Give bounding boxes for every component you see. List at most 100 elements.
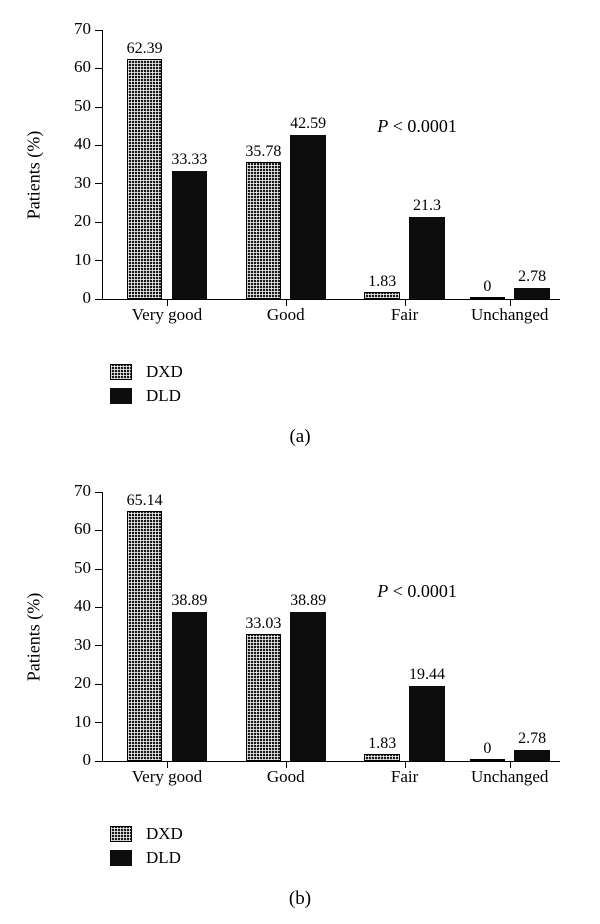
y-tick <box>95 530 103 531</box>
bar-value-label: 1.83 <box>368 273 396 291</box>
subcaption: (b) <box>30 888 570 910</box>
bar-dld: 38.89 <box>290 612 326 761</box>
bar-value-label: 33.03 <box>245 615 281 633</box>
bar-dld: 21.3 <box>409 217 445 299</box>
y-tick <box>95 30 103 31</box>
y-tick <box>95 299 103 300</box>
x-tick-label: Good <box>267 767 305 787</box>
y-tick <box>95 645 103 646</box>
y-tick-label: 30 <box>74 635 91 655</box>
bar-dxd: 0 <box>470 297 506 299</box>
plot-area: 010203040506070Very good65.1438.89Good33… <box>102 492 560 762</box>
bar-value-label: 65.14 <box>127 492 163 510</box>
bar-value-label: 2.78 <box>518 268 546 286</box>
plot-area: 010203040506070Very good62.3933.33Good35… <box>102 30 560 300</box>
y-tick <box>95 222 103 223</box>
y-tick <box>95 761 103 762</box>
legend: DXD DLD <box>110 822 570 870</box>
legend-label: DXD <box>146 824 183 844</box>
y-tick-label: 30 <box>74 173 91 193</box>
y-tick <box>95 107 103 108</box>
y-tick-label: 20 <box>74 211 91 231</box>
y-tick-label: 20 <box>74 673 91 693</box>
bar-dld: 33.33 <box>172 171 208 299</box>
x-tick-label: Very good <box>132 305 202 325</box>
y-tick-label: 40 <box>74 134 91 154</box>
bar-value-label: 21.3 <box>413 197 441 215</box>
y-tick-label: 70 <box>74 481 91 501</box>
y-tick-label: 70 <box>74 19 91 39</box>
legend-item: DLD <box>110 846 570 870</box>
legend-label: DXD <box>146 362 183 382</box>
p-value: 0.0001 <box>407 116 457 136</box>
legend-swatch-dxd <box>110 826 132 842</box>
y-tick <box>95 722 103 723</box>
legend-swatch-dld <box>110 388 132 404</box>
bar-dld: 42.59 <box>290 135 326 299</box>
legend-label: DLD <box>146 848 181 868</box>
bar-dld: 2.78 <box>514 288 550 299</box>
legend: DXDDLD <box>110 360 570 408</box>
y-tick <box>95 183 103 184</box>
bar-dxd: 0 <box>470 759 506 761</box>
x-tick-label: Unchanged <box>471 305 548 325</box>
bar-value-label: 2.78 <box>518 730 546 748</box>
p-variable: P <box>377 116 388 136</box>
bar-dxd: 35.78 <box>246 162 282 299</box>
y-tick-label: 60 <box>74 519 91 539</box>
bar-dxd: 65.14 <box>127 511 163 761</box>
x-tick-label: Fair <box>391 767 418 787</box>
bar-value-label: 19.44 <box>409 666 445 684</box>
legend-swatch-dld <box>110 850 132 866</box>
y-tick <box>95 569 103 570</box>
legend-swatch-dxd <box>110 364 132 380</box>
bar-value-label: 0 <box>483 740 491 758</box>
bar-value-label: 62.39 <box>127 40 163 58</box>
y-tick-label: 50 <box>74 96 91 116</box>
x-tick-label: Good <box>267 305 305 325</box>
legend-item: DXD <box>110 360 570 384</box>
x-tick-label: Fair <box>391 305 418 325</box>
chart-container: Patients (%)010203040506070Very good62.3… <box>60 20 560 330</box>
bar-value-label: 42.59 <box>290 115 326 133</box>
subcaption: (a) <box>30 426 570 448</box>
y-tick-label: 10 <box>74 250 91 270</box>
x-tick-label: Very good <box>132 767 202 787</box>
p-variable: P <box>377 581 388 601</box>
bar-dxd: 62.39 <box>127 59 163 299</box>
legend-item: DLD <box>110 384 570 408</box>
y-axis-label: Patients (%) <box>24 131 45 219</box>
y-tick-label: 60 <box>74 57 91 77</box>
p-value: 0.0001 <box>407 581 457 601</box>
panel-b: Patients (%)010203040506070Very good65.1… <box>0 462 600 924</box>
y-tick-label: 0 <box>83 288 92 308</box>
x-tick-label: Unchanged <box>471 767 548 787</box>
panel-a: Patients (%)010203040506070Very good62.3… <box>0 0 600 462</box>
bar-dxd: 1.83 <box>364 754 400 761</box>
chart-container: Patients (%)010203040506070Very good65.1… <box>60 482 560 792</box>
y-axis-label: Patients (%) <box>24 593 45 681</box>
y-tick <box>95 260 103 261</box>
bar-value-label: 38.89 <box>290 592 326 610</box>
y-tick <box>95 68 103 69</box>
bar-dld: 2.78 <box>514 750 550 761</box>
p-operator: < <box>393 116 403 136</box>
bar-value-label: 0 <box>483 278 491 296</box>
legend-item: DXD <box>110 822 570 846</box>
bar-dxd: 1.83 <box>364 292 400 299</box>
bar-dld: 19.44 <box>409 686 445 761</box>
p-operator: < <box>393 581 403 601</box>
bar-value-label: 1.83 <box>368 735 396 753</box>
p-value-annotation: P < 0.0001 <box>377 116 457 137</box>
bar-dld: 38.89 <box>172 612 208 761</box>
y-tick-label: 0 <box>83 750 92 770</box>
bar-value-label: 38.89 <box>171 592 207 610</box>
y-tick-label: 10 <box>74 712 91 732</box>
bar-value-label: 33.33 <box>171 151 207 169</box>
y-tick-label: 50 <box>74 558 91 578</box>
y-tick-label: 40 <box>74 596 91 616</box>
bar-dxd: 33.03 <box>246 634 282 761</box>
p-value-annotation: P < 0.0001 <box>377 581 457 602</box>
y-tick <box>95 607 103 608</box>
y-tick <box>95 145 103 146</box>
